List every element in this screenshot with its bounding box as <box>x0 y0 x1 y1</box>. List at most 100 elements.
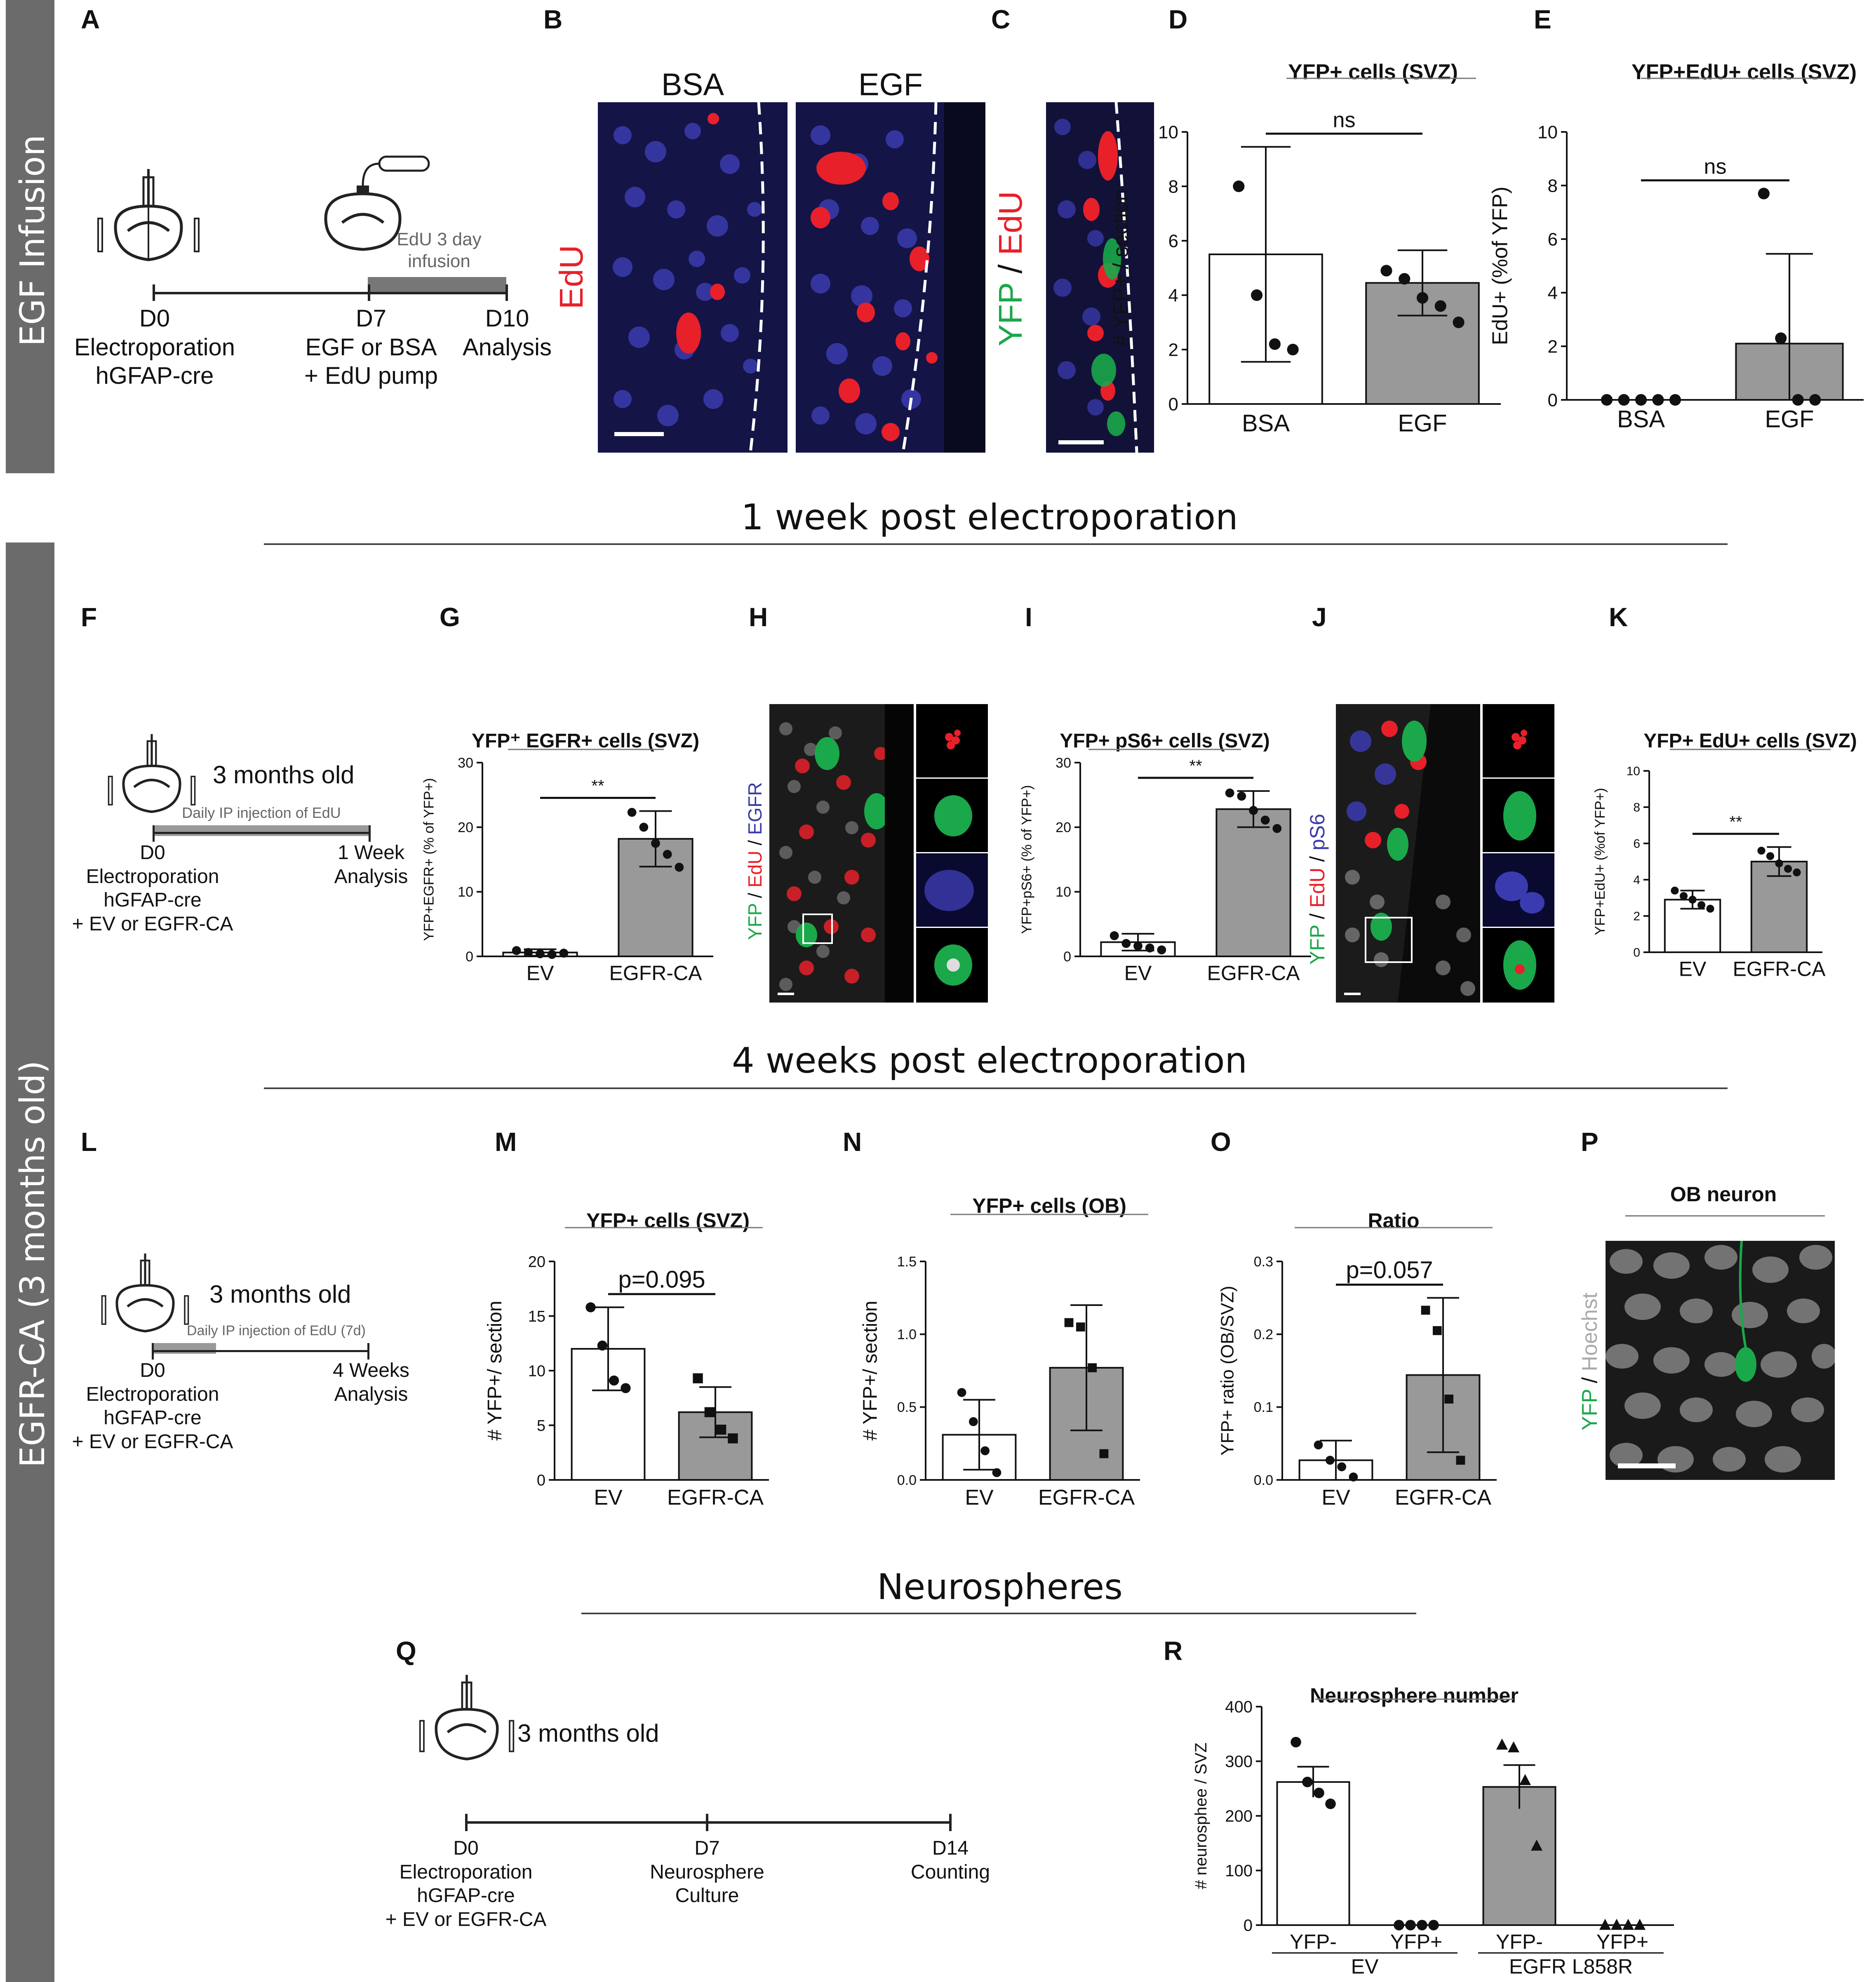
data-point <box>1775 332 1787 344</box>
panel-label-n: N <box>843 1127 862 1157</box>
timeline-f-bar-label: Daily IP injection of EdU <box>182 804 341 821</box>
data-point <box>1233 180 1245 193</box>
data-point <box>1272 824 1282 833</box>
micrograph-j-inset-1 <box>1483 704 1554 777</box>
data-point <box>1766 852 1775 860</box>
data-point <box>1249 806 1258 815</box>
tick-f-end <box>369 825 371 842</box>
data-point <box>1671 886 1679 895</box>
y-tick-label: 0 <box>1063 949 1071 965</box>
data-point <box>1088 1363 1097 1372</box>
data-point <box>1792 394 1804 406</box>
y-tick-label: 6 <box>1168 231 1178 251</box>
side-band-egf <box>6 0 54 473</box>
tick-f-start <box>153 825 155 842</box>
data-point <box>1496 1738 1508 1750</box>
data-point <box>1314 1440 1323 1450</box>
panel-label-b: B <box>543 5 563 34</box>
tick-l-start <box>152 1343 154 1360</box>
timeline-a-d10: D10 Analysis <box>463 305 552 361</box>
panel-label-m: M <box>495 1127 517 1157</box>
y-tick-label: 0.1 <box>1254 1400 1273 1415</box>
x-tick-label: EV <box>594 1486 623 1510</box>
x-tick-label: BSA <box>1617 406 1665 433</box>
y-tick-label: 6 <box>1548 229 1558 249</box>
data-point <box>1157 945 1166 955</box>
timeline-f-age: 3 months old <box>213 761 355 789</box>
micrograph-h-inset-3 <box>916 853 988 927</box>
panel-label-r: R <box>1164 1636 1183 1666</box>
data-point <box>1076 1322 1085 1332</box>
micrograph-j-inset-3 <box>1483 853 1554 927</box>
micrograph-h-inset-4 <box>916 928 988 1003</box>
y-tick-label: 10 <box>1537 122 1558 142</box>
brain-icon-q <box>419 1674 515 1761</box>
data-point <box>1314 1787 1324 1799</box>
data-point <box>663 850 672 859</box>
infusion-label: EdU 3 day infusion <box>397 229 482 271</box>
y-tick-label: 0 <box>1244 1916 1253 1935</box>
brain-icon-a1 <box>97 169 200 261</box>
data-point <box>1635 394 1647 406</box>
data-point <box>1618 394 1630 406</box>
data-point <box>1287 343 1299 356</box>
micrograph-j-inset-2 <box>1483 779 1554 852</box>
data-point <box>1453 316 1465 329</box>
data-point <box>1757 847 1766 855</box>
data-point <box>1793 868 1801 876</box>
y-tick-label: 10 <box>1158 122 1178 142</box>
x-tick-label: EV <box>1124 962 1152 985</box>
panel-label-a: A <box>81 5 100 34</box>
data-point <box>1251 289 1263 301</box>
timeline-l-d0: D0 Electroporation hGFAP-cre + EV or EGFR-C… <box>72 1360 233 1453</box>
y-tick-label: 0.2 <box>1254 1327 1273 1343</box>
data-point <box>1428 1920 1439 1930</box>
y-tick-label: 300 <box>1225 1753 1253 1771</box>
data-point <box>716 1424 726 1435</box>
micrograph-b-bsa <box>598 102 788 453</box>
side-band-egfr-ca <box>6 542 54 1982</box>
timeline-q-age: 3 months old <box>517 1719 659 1747</box>
data-point <box>1380 265 1392 277</box>
tick-q-d14 <box>949 1814 952 1831</box>
panel-label-d: D <box>1168 5 1188 34</box>
y-tick-label: 4 <box>1168 285 1178 305</box>
timeline-l-end: 4 Weeks Analysis <box>333 1360 409 1405</box>
y-tick-label: 30 <box>458 755 473 771</box>
data-point <box>559 949 569 958</box>
data-point <box>627 808 637 817</box>
timeline-a-d0: D0 Electroporation hGFAP-cre <box>74 305 235 390</box>
tick-a-d0 <box>153 284 155 301</box>
significance-label: ** <box>591 777 604 795</box>
timeline-l-bar-label: Daily IP injection of EdU (7d) <box>186 1323 366 1339</box>
data-point <box>1432 1326 1442 1335</box>
bar <box>1215 808 1291 958</box>
data-point <box>1507 1741 1520 1752</box>
data-point <box>1121 939 1131 948</box>
data-point <box>1325 1456 1335 1465</box>
x-tick-label: EGFR-CA <box>1395 1486 1491 1510</box>
x-tick-label: YFP+ <box>1596 1930 1648 1954</box>
data-point <box>1434 300 1446 312</box>
y-axis-label: YFP+EGFR+ (% of YFP+) <box>421 778 437 941</box>
data-point <box>1133 942 1143 951</box>
y-tick-label: 0 <box>1548 390 1558 410</box>
panel-label-h: H <box>749 602 768 632</box>
y-tick-label: 0 <box>465 949 473 965</box>
chart-title: YFP+ EdU+ cells (SVZ) <box>1643 730 1857 752</box>
significance-label: ** <box>1189 757 1202 775</box>
y-tick-label: 0 <box>537 1472 545 1489</box>
y-tick-label: 8 <box>1633 801 1640 815</box>
data-point <box>1599 1919 1611 1930</box>
image-b-label-bsa: BSA <box>661 67 724 102</box>
y-tick-label: 4 <box>1548 283 1558 303</box>
y-tick-label: 0.0 <box>897 1472 917 1488</box>
chart-e: YFP+EdU+ cells (SVZ) 0 2 4 6 8 10 EdU+ (%of YFP… <box>1488 60 1864 433</box>
data-point <box>597 1340 608 1351</box>
y-axis-label: # YFP+ / section <box>1109 189 1133 347</box>
micrograph-j-inset-4 <box>1483 928 1554 1003</box>
data-point <box>1269 338 1281 350</box>
panel-label-q: Q <box>396 1636 416 1666</box>
tick-q-d0 <box>465 1814 468 1831</box>
